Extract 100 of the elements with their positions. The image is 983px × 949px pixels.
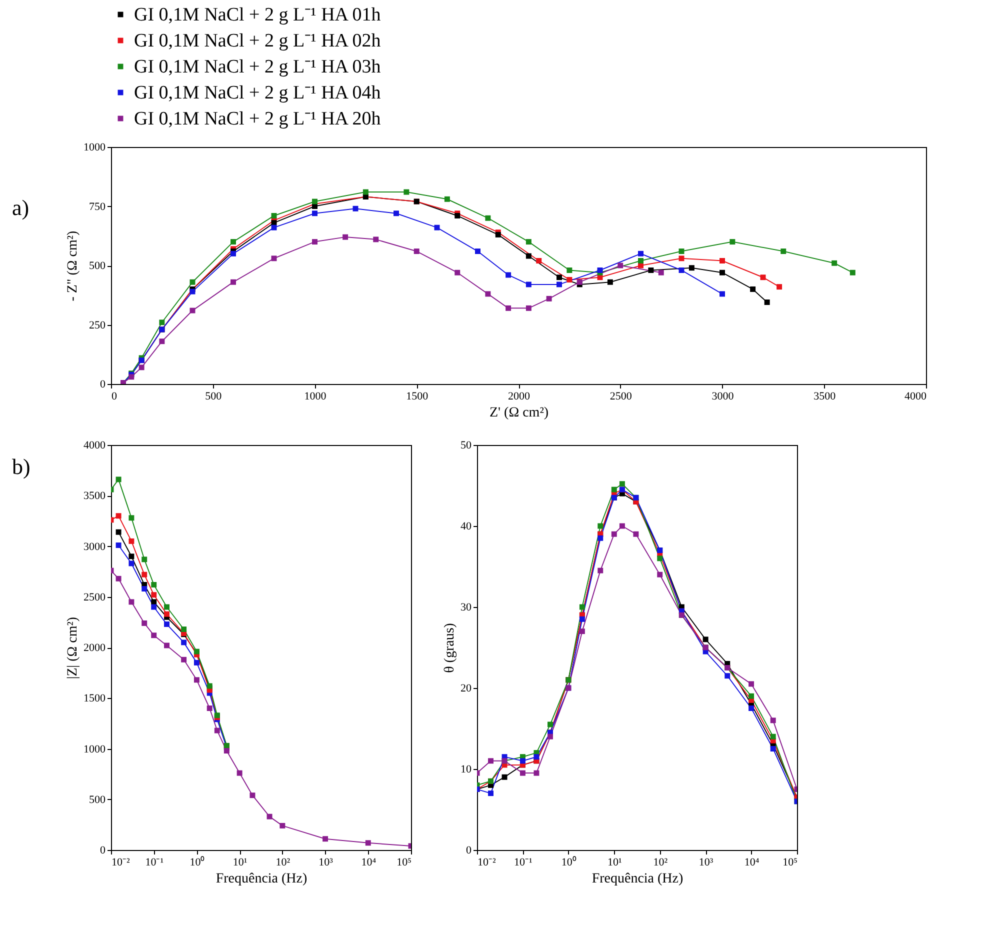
y-tick-label: 500 [89, 794, 106, 806]
point [312, 198, 318, 204]
point [190, 308, 196, 314]
point [312, 204, 318, 209]
point [404, 189, 410, 195]
point [597, 268, 603, 273]
point [764, 299, 770, 305]
x-tick-label: 3000 [712, 390, 734, 402]
point [454, 270, 460, 276]
point [475, 248, 480, 254]
legend-label: GI 0,1M NaCl + 2 g L⁻¹ HA 01h [134, 4, 382, 26]
y-tick-label: 50 [460, 440, 472, 452]
x-tick-label: 10³ [698, 856, 714, 868]
point [576, 279, 582, 285]
y-tick-label: 20 [460, 682, 472, 694]
x-tick-label: 10¹ [232, 856, 248, 868]
x-tick-label: 0 [112, 390, 118, 402]
y-tick-label: 40 [460, 520, 472, 532]
point [566, 276, 572, 282]
point [342, 234, 348, 240]
point [506, 305, 512, 311]
point [230, 279, 236, 285]
y-tick-label: 0 [100, 378, 106, 390]
point [526, 305, 532, 311]
y-tick-label: 0 [466, 844, 472, 856]
point [720, 291, 725, 297]
point [526, 282, 532, 288]
point [832, 260, 838, 266]
y-tick-label: 3500 [84, 490, 106, 502]
point [546, 296, 552, 302]
point [750, 286, 756, 292]
point [444, 196, 450, 202]
x-tick-label: 2500 [610, 390, 632, 402]
x-tick-label: 10⁴ [744, 856, 760, 868]
point [720, 258, 725, 264]
y-tick-label: 10 [460, 764, 472, 776]
x-tick-label: 10⁵ [396, 856, 412, 868]
y-axis-title: |Z| (Ω cm²) [66, 616, 80, 680]
point [556, 274, 562, 280]
y-tick-label: 2500 [84, 591, 106, 604]
point [434, 224, 440, 230]
point [190, 279, 196, 285]
text: a) [12, 195, 30, 221]
y-tick-label: 0 [100, 844, 106, 856]
point [648, 268, 654, 273]
y-tick-label: 30 [460, 602, 472, 614]
point [566, 268, 572, 273]
x-tick-label: 1000 [304, 390, 327, 402]
y-tick-label: 500 [89, 260, 106, 272]
point [414, 248, 420, 254]
point [312, 210, 318, 216]
point [618, 262, 624, 268]
legend-label: GI 0,1M NaCl + 2 g L⁻¹ HA 20h [134, 108, 382, 130]
point [688, 265, 694, 271]
legend-label: GI 0,1M NaCl + 2 g L⁻¹ HA 03h [134, 56, 382, 78]
x-tick-label: 10¹ [607, 856, 622, 868]
text: b) [12, 454, 30, 480]
x-axis-title: Frequência (Hz) [216, 872, 308, 886]
y-tick-label: 1000 [84, 743, 106, 756]
point [526, 239, 532, 245]
x-tick-label: 10⁵ [782, 856, 798, 868]
x-axis-title: Frequência (Hz) [592, 872, 684, 886]
point [780, 248, 786, 254]
x-tick-label: 10⁰ [190, 856, 205, 868]
point [506, 272, 512, 278]
x-tick-label: 500 [205, 390, 222, 402]
x-tick-label: 10⁻² [112, 856, 130, 868]
x-tick-label: 10³ [318, 856, 334, 868]
y-tick-label: 2000 [84, 642, 106, 654]
point [526, 253, 532, 259]
y-tick-label: 3000 [84, 540, 106, 553]
x-tick-label: 10⁰ [561, 856, 576, 868]
y-tick-label: 1000 [84, 142, 106, 154]
x-tick-label: 10² [276, 856, 291, 868]
point [230, 239, 236, 245]
y-axis-title: - Z" (Ω cm²) [66, 230, 80, 302]
point [138, 364, 144, 370]
point [159, 338, 165, 344]
point [638, 258, 644, 264]
point [760, 274, 766, 280]
point [607, 279, 613, 285]
point [776, 284, 782, 290]
y-tick-label: 750 [89, 200, 106, 213]
point [678, 256, 684, 262]
x-tick-label: 4000 [904, 390, 927, 402]
x-tick-label: 10⁴ [361, 856, 376, 868]
point [373, 236, 379, 242]
point [394, 210, 399, 216]
point [678, 268, 684, 273]
y-tick-label: 4000 [84, 440, 106, 452]
point [271, 256, 277, 262]
point [536, 258, 542, 264]
x-tick-label: 10² [653, 856, 668, 868]
point [190, 288, 196, 294]
point [128, 374, 134, 380]
x-tick-label: 10⁻² [478, 856, 496, 868]
point [678, 248, 684, 254]
x-axis-title: Z' (Ω cm²) [489, 406, 549, 420]
legend-label: GI 0,1M NaCl + 2 g L⁻¹ HA 04h [134, 82, 382, 104]
point [312, 239, 318, 245]
